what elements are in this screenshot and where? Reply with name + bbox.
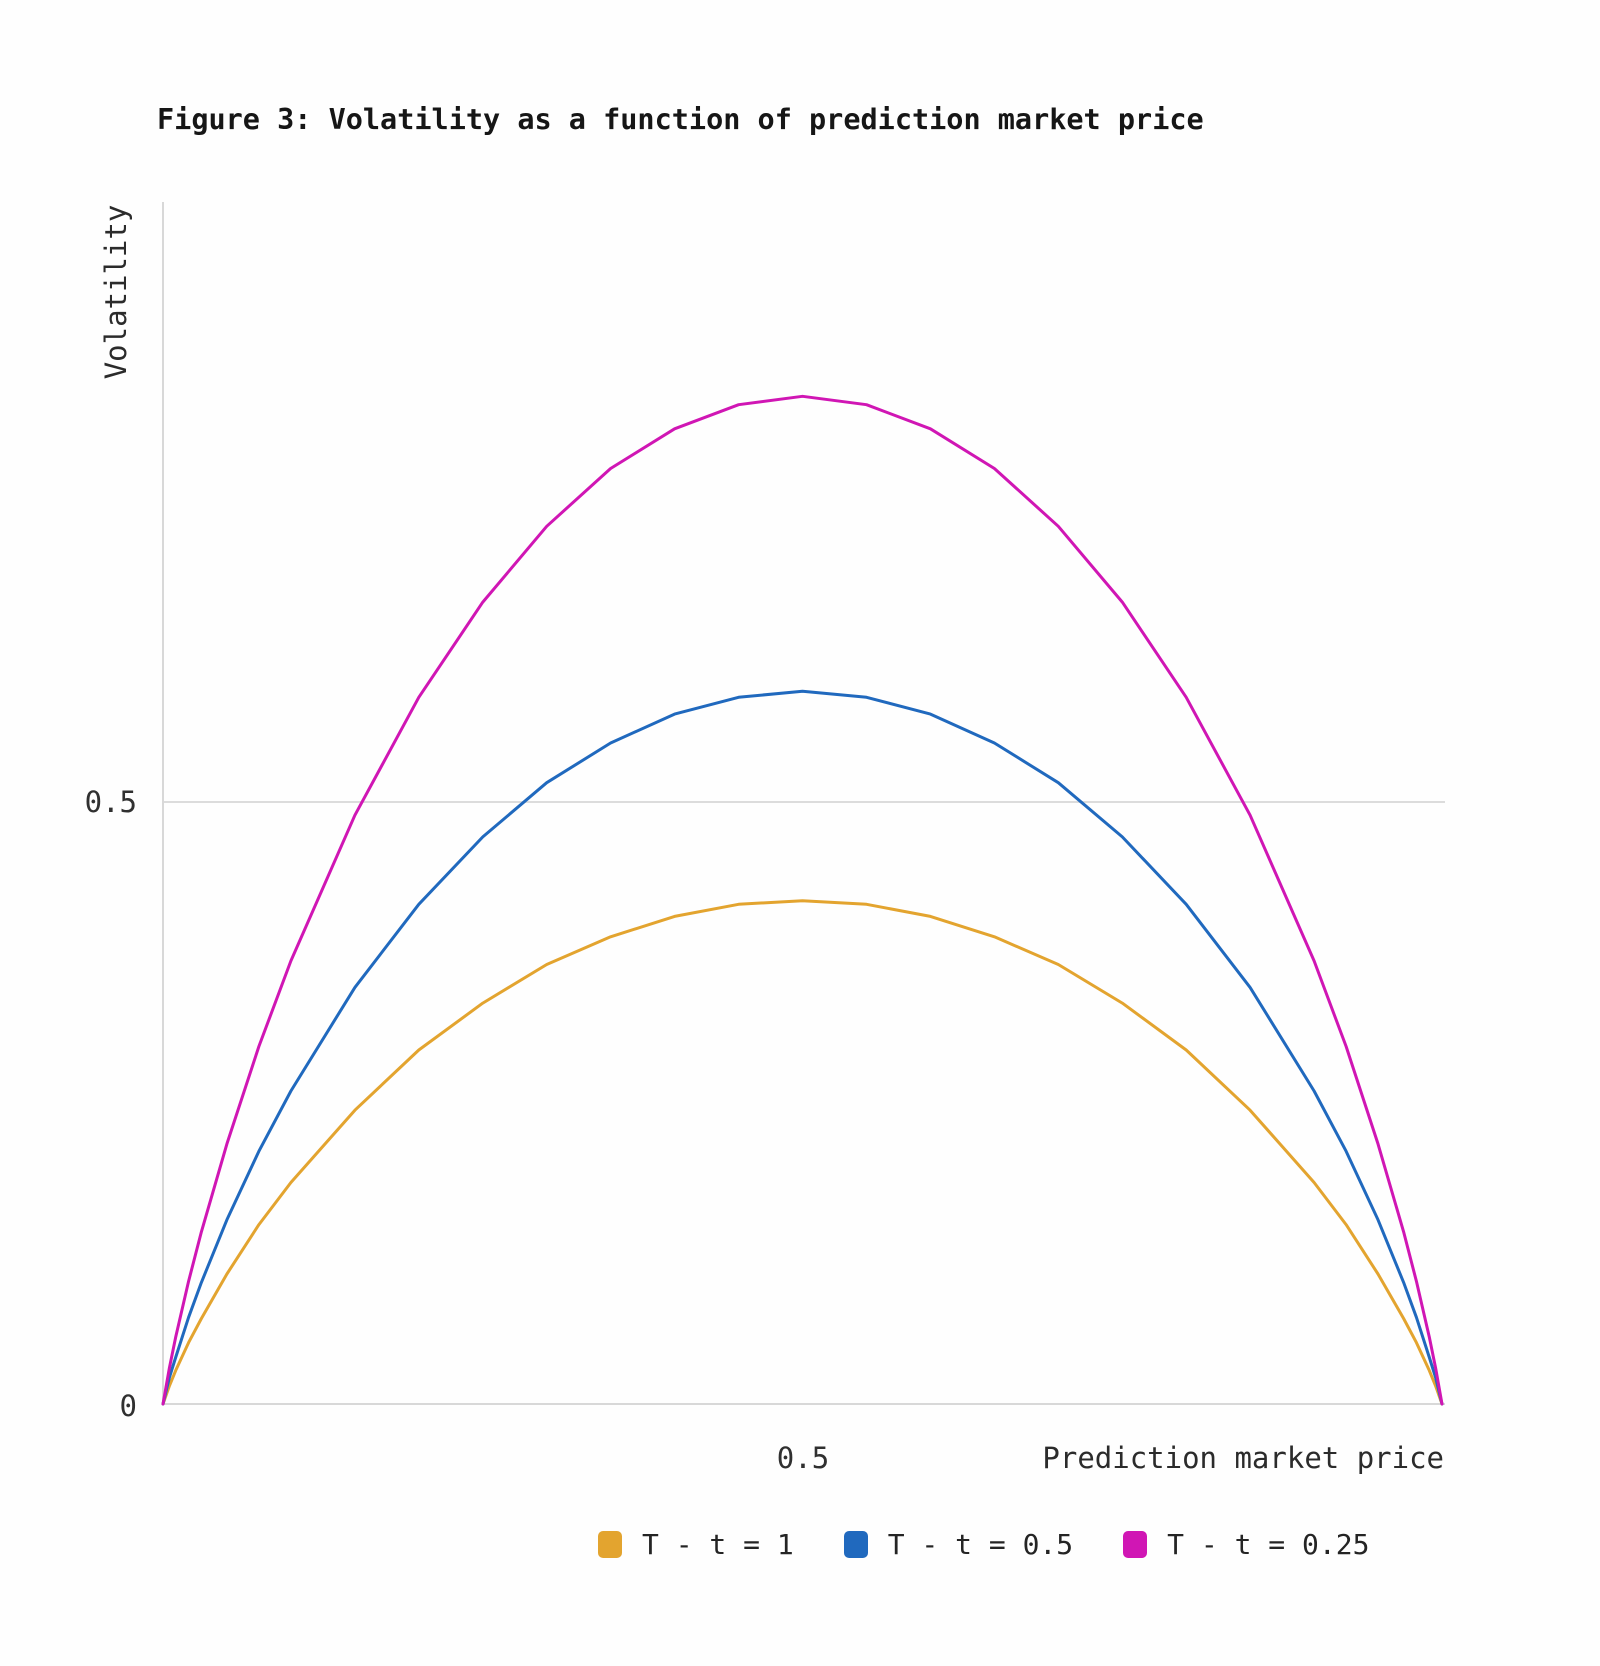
legend-label-t05: T - t = 0.5: [887, 1528, 1074, 1561]
curve-T-t-1: [161, 899, 1444, 1406]
legend-item-t1: T - t = 1: [598, 1528, 794, 1561]
legend-swatch-t025: [1123, 1531, 1148, 1558]
legend: T - t = 1 T - t = 0.5 T - t = 0.25: [598, 1528, 1369, 1561]
y-tick-0.5: 0.5: [84, 785, 137, 819]
legend-label-t025: T - t = 0.25: [1167, 1528, 1370, 1561]
curve-T-t-0.25: [161, 394, 1444, 1406]
figure-title: Figure 3: Volatility as a function of pr…: [157, 103, 1204, 136]
y-tick-0: 0: [119, 1389, 137, 1423]
legend-swatch-t05: [843, 1531, 868, 1558]
legend-swatch-t1: [598, 1531, 622, 1558]
legend-item-t05: T - t = 0.5: [843, 1528, 1074, 1561]
legend-item-t025: T - t = 0.25: [1123, 1528, 1369, 1561]
x-axis-label: Prediction market price: [1042, 1441, 1444, 1475]
curve-T-t-0.5: [161, 689, 1444, 1406]
legend-label-t1: T - t = 1: [642, 1528, 794, 1561]
x-tick-0.5: 0.5: [776, 1441, 830, 1475]
